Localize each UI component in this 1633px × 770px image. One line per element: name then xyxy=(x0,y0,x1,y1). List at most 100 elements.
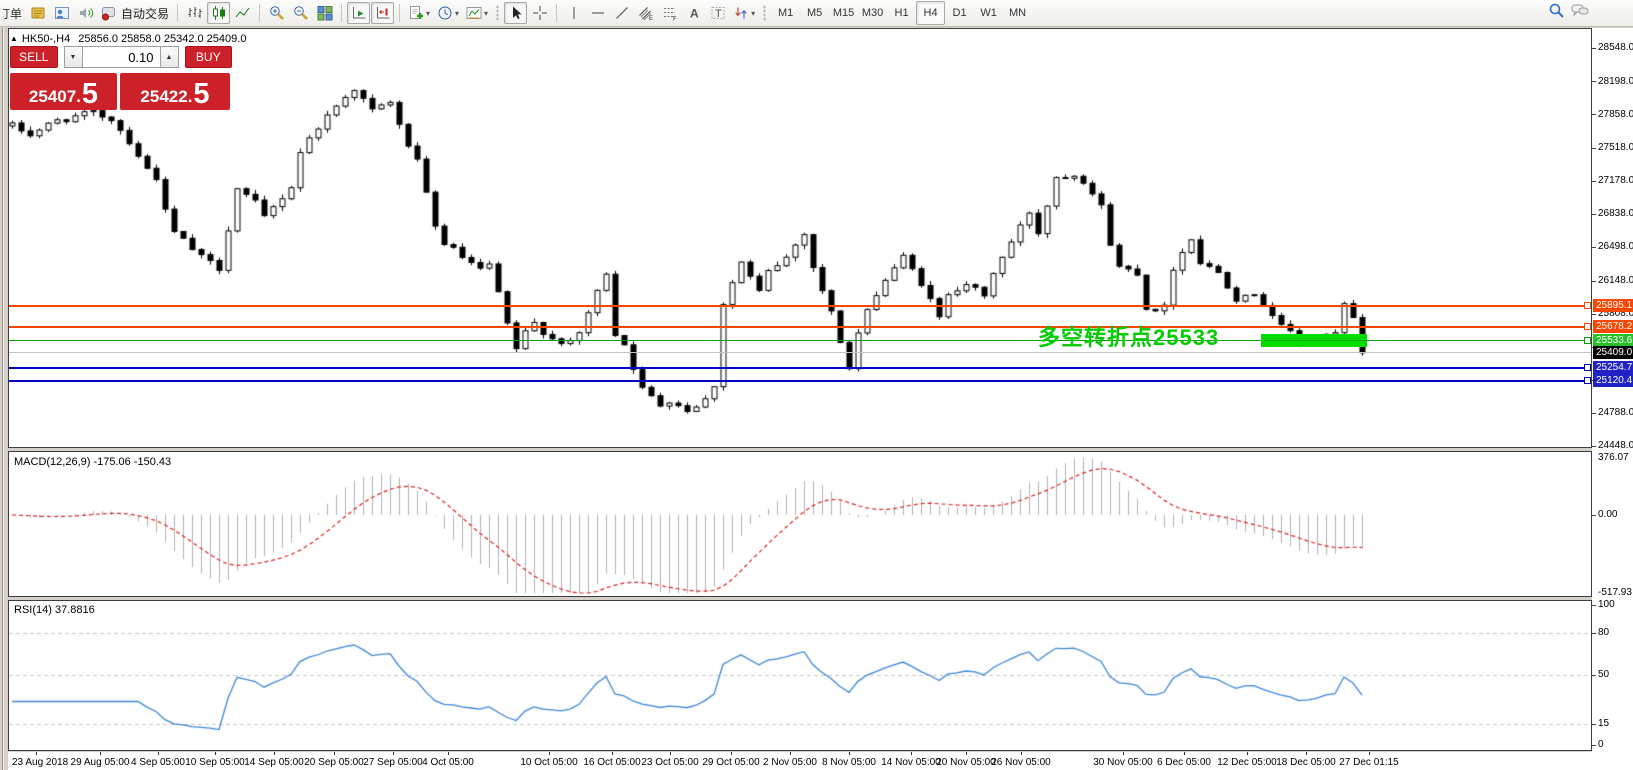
timeframe-d1[interactable]: D1 xyxy=(952,7,967,19)
support-line-25254-handle[interactable] xyxy=(1584,364,1591,372)
templates-button[interactable]: ▾ xyxy=(463,2,491,24)
chat-icon[interactable] xyxy=(1571,3,1589,24)
vertical-line-tool-button[interactable] xyxy=(562,2,585,24)
date-axis-label: 27 Dec 01:15 xyxy=(1339,757,1399,768)
rsi-header: RSI(14) 37.8816 xyxy=(14,604,95,616)
rsi-canvas[interactable] xyxy=(9,601,1591,750)
date-axis-tick xyxy=(334,752,335,755)
text-label-tool-button[interactable]: T xyxy=(706,2,729,24)
volume-decrease-button[interactable]: ▼ xyxy=(63,46,83,68)
candlestick-chart-button[interactable] xyxy=(207,2,231,24)
sell-price-pips: 5 xyxy=(81,78,99,110)
zoom-out-button[interactable] xyxy=(289,2,312,24)
date-axis-tick xyxy=(1123,752,1124,755)
date-axis-label: 29 Oct 05:00 xyxy=(702,757,760,768)
date-axis-tick xyxy=(1184,752,1185,755)
resistance-line-25895[interactable] xyxy=(9,304,1591,307)
horizontal-line-tool-button[interactable] xyxy=(586,2,609,24)
channel-tool-button[interactable]: E xyxy=(634,2,657,24)
toolbar-right-group xyxy=(1548,2,1631,24)
svg-text:T: T xyxy=(715,8,722,20)
toolbar-grip[interactable] xyxy=(496,5,500,21)
dropdown-arrow-icon: ▾ xyxy=(751,8,756,18)
collapse-triangle-icon[interactable]: ▲ xyxy=(10,34,18,43)
timeframe-m1[interactable]: M1 xyxy=(777,7,794,19)
macd-label: MACD(12,26,9) xyxy=(14,456,91,468)
support-line-25120-handle[interactable] xyxy=(1584,377,1591,385)
cursor-button[interactable] xyxy=(504,2,528,24)
chart-shift-icon xyxy=(375,5,391,21)
autotrading-button[interactable]: 自动交易 xyxy=(98,2,172,24)
date-axis-label: 12 Dec 05:00 xyxy=(1217,757,1277,768)
sell-button[interactable]: SELL xyxy=(10,46,58,68)
price-axis-label: 26498.0 xyxy=(1598,241,1633,253)
pivot-line-25533-price-badge: 25533.6 xyxy=(1593,334,1633,348)
macd-canvas[interactable] xyxy=(9,452,1591,596)
arrows-tool-button[interactable]: ▾ xyxy=(730,2,758,24)
zoom-in-icon xyxy=(269,5,285,21)
timeframe-h4[interactable]: H4 xyxy=(916,1,946,25)
new-order-button[interactable]: 订单 xyxy=(2,2,25,24)
buy-price-display[interactable]: 25422. 5 xyxy=(120,73,230,110)
resistance-line-25678[interactable] xyxy=(9,325,1591,328)
crosshair-button[interactable] xyxy=(528,2,551,24)
toolbar-grip[interactable] xyxy=(763,5,767,21)
macd-axis-label: -517.93 xyxy=(1598,587,1632,598)
price-axis-tick xyxy=(1592,214,1596,215)
date-axis[interactable] xyxy=(8,752,1633,770)
sell-price-display[interactable]: 25407. 5 xyxy=(10,73,117,110)
navigator-button[interactable] xyxy=(74,2,97,24)
price-axis-tick xyxy=(1592,181,1596,182)
date-axis-tick xyxy=(448,752,449,755)
volume-increase-button[interactable]: ▲ xyxy=(159,46,179,68)
search-icon[interactable] xyxy=(1548,2,1565,24)
date-axis-label: 30 Nov 05:00 xyxy=(1093,757,1153,768)
market-watch-button[interactable] xyxy=(26,2,49,24)
svg-text:F: F xyxy=(673,17,677,22)
bar-chart-button[interactable] xyxy=(183,2,206,24)
timeframe-mn[interactable]: MN xyxy=(1009,7,1027,19)
pivot-annotation-text[interactable]: 多空转折点25533 xyxy=(1038,324,1220,350)
date-axis-label: 14 Sep 05:00 xyxy=(244,757,304,768)
chart-shift-button[interactable] xyxy=(371,2,395,24)
pivot-line-25533[interactable] xyxy=(9,340,1591,342)
timeframe-m5[interactable]: M5 xyxy=(806,7,823,19)
price-axis-tick xyxy=(1592,247,1596,248)
data-window-button[interactable] xyxy=(50,2,73,24)
periods-button[interactable]: ▾ xyxy=(434,2,462,24)
resistance-line-25678-handle[interactable] xyxy=(1584,323,1591,331)
volume-input[interactable] xyxy=(82,46,160,68)
line-chart-button[interactable] xyxy=(231,2,254,24)
timeframe-w1[interactable]: W1 xyxy=(980,7,997,19)
zoom-in-button[interactable] xyxy=(265,2,288,24)
rsi-axis-label: 15 xyxy=(1598,718,1610,729)
indicators-button[interactable]: ▾ xyxy=(405,2,433,24)
text-tool-button[interactable]: A xyxy=(682,2,705,24)
buy-price-pips: 5 xyxy=(193,78,210,110)
fibonacci-tool-button[interactable]: F xyxy=(658,2,681,24)
date-axis-label: 29 Aug 05:00 xyxy=(70,757,130,768)
date-axis-tick xyxy=(100,752,101,755)
auto-scroll-button[interactable] xyxy=(347,2,371,24)
timeframe-m30[interactable]: M30 xyxy=(861,7,884,19)
rsi-axis-tick xyxy=(1592,675,1596,676)
support-line-25254[interactable] xyxy=(9,366,1591,369)
support-line-25120[interactable] xyxy=(9,379,1591,382)
resistance-line-25895-handle[interactable] xyxy=(1584,302,1591,310)
buy-button[interactable]: BUY xyxy=(184,46,232,68)
current-price-line-price-badge: 25409.0 xyxy=(1593,346,1633,360)
price-axis-label: 26838.0 xyxy=(1598,208,1633,220)
candlestick-canvas[interactable] xyxy=(9,29,1591,447)
rsi-axis-label: 50 xyxy=(1598,669,1610,680)
timeframe-h1[interactable]: H1 xyxy=(894,7,909,19)
tile-windows-button[interactable] xyxy=(313,2,336,24)
trendline-tool-button[interactable] xyxy=(610,2,633,24)
timeframe-m15[interactable]: M15 xyxy=(832,7,855,19)
volume-stepper: ▼ ▲ xyxy=(63,46,179,68)
date-axis-tick xyxy=(849,752,850,755)
macd-axis-tick xyxy=(1592,515,1596,516)
price-axis[interactable] xyxy=(1592,28,1633,752)
macd-axis-label: 0.00 xyxy=(1598,509,1618,520)
support-line-25120-price-badge: 25120.4 xyxy=(1593,374,1633,388)
pivot-line-25533-handle[interactable] xyxy=(1584,337,1591,345)
